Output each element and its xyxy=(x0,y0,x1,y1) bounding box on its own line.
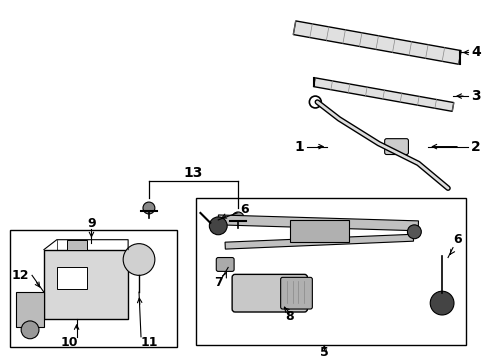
Text: 7: 7 xyxy=(214,276,222,289)
Bar xyxy=(57,267,87,289)
Text: 6: 6 xyxy=(454,233,462,246)
Bar xyxy=(196,198,466,345)
Polygon shape xyxy=(314,78,454,111)
Bar xyxy=(16,292,44,327)
FancyBboxPatch shape xyxy=(385,139,409,154)
Bar xyxy=(67,240,87,249)
FancyBboxPatch shape xyxy=(216,257,234,271)
Text: 6: 6 xyxy=(241,203,249,216)
Circle shape xyxy=(209,217,227,235)
Bar xyxy=(10,230,177,347)
Circle shape xyxy=(408,225,421,239)
Bar xyxy=(290,220,349,242)
Circle shape xyxy=(123,244,155,275)
Text: 3: 3 xyxy=(471,89,481,103)
Text: 10: 10 xyxy=(61,336,78,349)
Text: 11: 11 xyxy=(140,336,158,349)
Text: 9: 9 xyxy=(87,217,96,230)
FancyBboxPatch shape xyxy=(232,274,307,312)
Text: 2: 2 xyxy=(471,140,481,154)
Polygon shape xyxy=(218,215,418,231)
Polygon shape xyxy=(294,21,461,64)
Circle shape xyxy=(21,321,39,339)
FancyBboxPatch shape xyxy=(281,277,312,309)
Circle shape xyxy=(430,291,454,315)
Text: 8: 8 xyxy=(285,310,294,324)
Text: 12: 12 xyxy=(11,269,29,282)
Bar xyxy=(44,249,128,319)
Text: 13: 13 xyxy=(184,166,203,180)
Text: 5: 5 xyxy=(320,346,329,359)
Text: 4: 4 xyxy=(471,45,481,59)
Circle shape xyxy=(143,202,155,214)
Polygon shape xyxy=(225,234,414,249)
Circle shape xyxy=(232,212,244,224)
Text: 1: 1 xyxy=(294,140,304,154)
